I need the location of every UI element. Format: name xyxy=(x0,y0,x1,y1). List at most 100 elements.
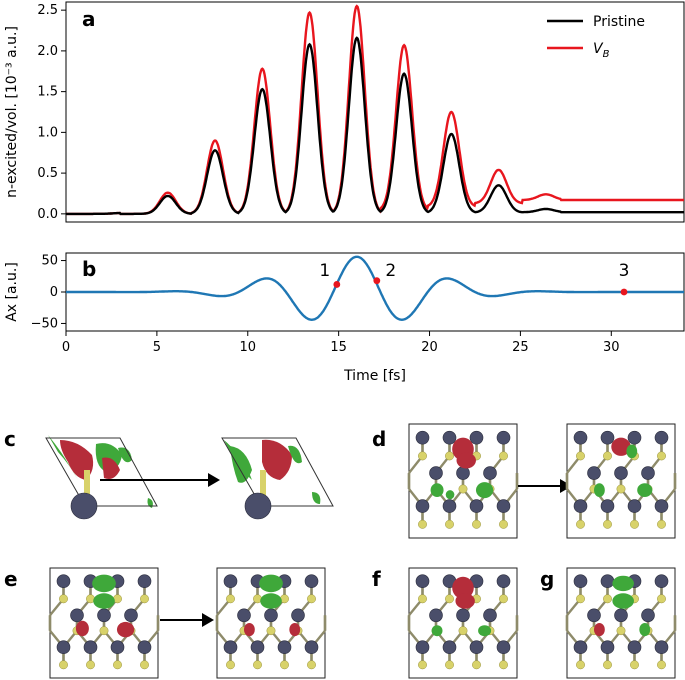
atom-b xyxy=(576,519,585,529)
atom-b xyxy=(226,594,235,604)
atom-n xyxy=(415,499,430,513)
atom-n xyxy=(442,430,457,445)
panel-label-e: e xyxy=(4,567,18,591)
legend-label-vb: VB xyxy=(593,41,610,60)
atom-b xyxy=(603,660,612,670)
time-marker-point xyxy=(333,281,341,288)
charge-lobe-green xyxy=(594,483,605,497)
legend: Pristine VB xyxy=(547,14,645,60)
atom-b xyxy=(630,519,639,529)
atom-n xyxy=(641,608,655,623)
atom-n xyxy=(83,640,98,655)
atom-n xyxy=(56,574,71,589)
charge-lobe-red xyxy=(244,623,255,637)
atom-b xyxy=(576,451,585,461)
atom-n xyxy=(573,499,588,513)
atom-n xyxy=(654,499,669,513)
charge-lobe-red xyxy=(611,437,631,456)
series-line-vb xyxy=(66,4,684,216)
atom-b xyxy=(86,660,95,670)
structure-f xyxy=(407,567,519,679)
x-ticks-b: 0 5 10 15 20 25 30 xyxy=(62,331,620,355)
atom-b xyxy=(499,519,508,529)
time-marker-point xyxy=(373,277,381,285)
x-tick-label: 0 xyxy=(62,340,70,355)
charge-lobe-green xyxy=(260,593,282,609)
atom-n xyxy=(291,608,305,623)
panel-label-a: a xyxy=(82,7,96,31)
atom-b xyxy=(307,594,316,604)
legend-label-vb-sub: B xyxy=(603,49,610,60)
charge-lobe-red xyxy=(594,623,605,637)
x-tick-label: 25 xyxy=(512,340,529,355)
atom-b xyxy=(418,451,427,461)
atom-n xyxy=(483,608,497,623)
atom-n xyxy=(469,499,484,513)
atom-n xyxy=(469,430,484,445)
atom-b xyxy=(59,594,68,604)
atom-n xyxy=(456,608,470,623)
atom-n xyxy=(600,499,615,513)
atom-n xyxy=(56,640,71,655)
panel-label-b: b xyxy=(82,257,96,281)
atom-b xyxy=(472,660,481,670)
atom-b xyxy=(657,594,666,604)
y-tick-label: 50 xyxy=(41,254,58,269)
legend-label-pristine: Pristine xyxy=(593,14,645,30)
y-tick-label: −50 xyxy=(31,316,58,331)
atom-n xyxy=(496,430,511,445)
unit-cell-c-left xyxy=(45,437,158,507)
atom-b xyxy=(657,660,666,670)
atom-n xyxy=(277,640,292,655)
series-line-pristine xyxy=(66,36,684,216)
atom-n xyxy=(614,466,628,480)
chart-panel-b: 500−50 0 5 10 15 20 25 30 Ax [a.u.] Time [fs] … xyxy=(4,252,685,384)
atom-n xyxy=(97,608,111,623)
atom-b xyxy=(458,484,468,494)
atom-b xyxy=(657,519,666,529)
atom-n xyxy=(442,499,457,513)
y-ticks-b: 50 0 −50 xyxy=(31,254,66,331)
charge-lobe-green xyxy=(259,574,283,593)
atom-n xyxy=(483,466,497,480)
time-markers: 1 2 3 xyxy=(319,261,630,296)
atom-n xyxy=(641,466,655,480)
atom-b xyxy=(576,594,585,604)
time-marker-label: 1 xyxy=(319,261,330,281)
atom-b xyxy=(616,484,626,494)
atom-n xyxy=(304,574,319,589)
y-ticks-a: 0.0 0.5 1.0 1.5 2.0 2.5 xyxy=(37,3,66,222)
y-axis-label-a: n-excited/vol. [10⁻³ a.u.] xyxy=(4,26,20,198)
atom-n xyxy=(627,430,642,445)
atom-n xyxy=(137,574,152,589)
atom-n xyxy=(496,640,511,655)
atom-n xyxy=(654,430,669,445)
atom-n xyxy=(614,608,628,623)
charge-lobe-green xyxy=(639,623,651,637)
series-line-ax xyxy=(66,255,684,322)
atom-n xyxy=(573,574,588,589)
atom-b xyxy=(418,594,427,604)
atom-b xyxy=(59,660,68,670)
atom-n xyxy=(223,640,238,655)
atom-b xyxy=(445,519,454,529)
atom-b xyxy=(253,660,262,670)
atom-n xyxy=(600,640,615,655)
atom-b xyxy=(445,451,454,461)
structure-c-right xyxy=(221,437,334,520)
y-tick-label: 1.0 xyxy=(37,125,58,140)
atom-b xyxy=(266,626,276,636)
atom-b xyxy=(445,594,454,604)
charge-lobe-green xyxy=(626,444,638,459)
time-marker-label: 3 xyxy=(619,261,630,281)
atom-n xyxy=(442,640,457,655)
panel-label-g: g xyxy=(540,567,554,591)
charge-lobe-green xyxy=(92,574,116,593)
atom-n xyxy=(264,608,278,623)
atom-b xyxy=(99,626,109,636)
y-tick-label: 0.5 xyxy=(37,166,58,181)
atom-b xyxy=(603,519,612,529)
atom-b xyxy=(472,519,481,529)
atom-b xyxy=(280,660,289,670)
